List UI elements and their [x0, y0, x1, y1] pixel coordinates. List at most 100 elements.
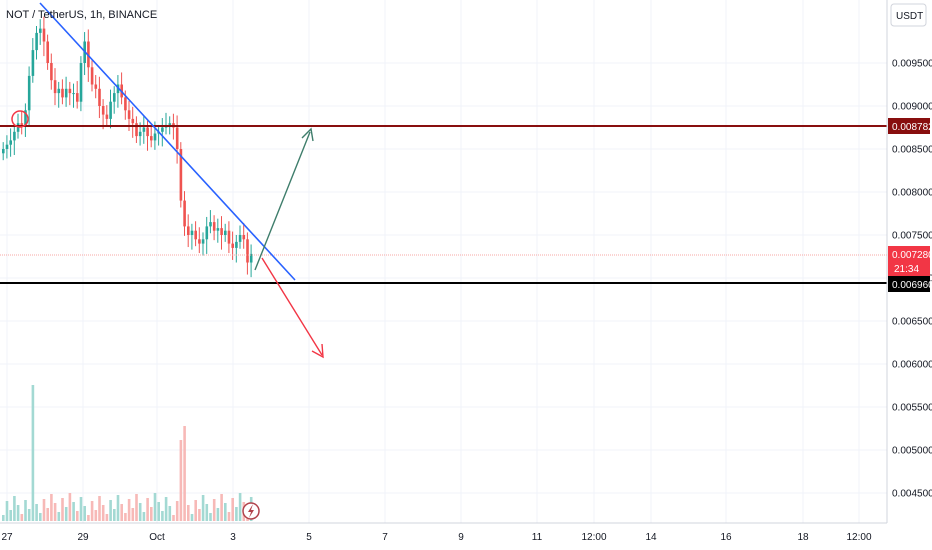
candle-body	[2, 149, 5, 154]
svg-text:21:34: 21:34	[894, 264, 919, 275]
y-tick-label: 0.005000	[892, 446, 932, 457]
volume-bar	[98, 496, 101, 521]
candle-body	[242, 235, 246, 240]
candle-body	[61, 88, 64, 98]
volume-bar	[83, 506, 86, 521]
candle-body	[131, 118, 135, 124]
candle-body	[150, 136, 153, 141]
candle-body	[98, 88, 101, 106]
x-tick-label: 29	[77, 532, 89, 543]
volume-bar	[172, 515, 175, 521]
candle-body	[113, 93, 116, 102]
volume-bar	[150, 507, 153, 521]
volume-bar	[94, 510, 98, 521]
candle-body	[27, 75, 31, 111]
bearish-arrow[interactable]	[261, 257, 324, 359]
lightning-icon[interactable]	[242, 502, 260, 520]
candle-body	[249, 253, 253, 263]
descending-trendline[interactable]	[39, 2, 296, 281]
x-tick-label: 12:00	[581, 532, 606, 543]
volume-bar	[179, 440, 183, 521]
breakout-circle-marker[interactable]	[11, 110, 29, 128]
time-axis[interactable]: 27 29 Oct 3 5 7 9 11 12:00 14 16 18 12:00	[0, 522, 887, 543]
volume-bar	[39, 513, 42, 521]
volume-bar	[235, 507, 238, 521]
volume-bar	[131, 508, 135, 521]
volume-bar	[153, 493, 157, 521]
candle-body	[46, 41, 49, 63]
volume-bar	[231, 498, 234, 521]
candle-body	[194, 230, 197, 240]
candle-body	[79, 63, 83, 102]
candle-body	[35, 32, 38, 51]
x-tick-label: 9	[458, 532, 464, 543]
volume-bar	[187, 505, 190, 521]
volume-bar	[76, 511, 79, 521]
volume-bar	[224, 503, 227, 521]
volume-bar	[127, 499, 131, 521]
volume-bar	[87, 515, 90, 521]
volume-bar	[205, 504, 209, 521]
volume-bar	[124, 513, 127, 521]
x-tick-label: 12:00	[846, 532, 871, 543]
candle-body	[142, 127, 146, 132]
candle-body	[235, 241, 238, 248]
x-tick-label: 14	[645, 532, 657, 543]
candle-body	[94, 84, 98, 89]
x-tick-label: 5	[306, 532, 312, 543]
candle-body	[24, 110, 27, 125]
volume-bar	[220, 494, 223, 521]
volume-bar	[212, 499, 216, 521]
candle-body	[201, 239, 205, 244]
volume-bar	[42, 499, 46, 521]
volume-bar	[64, 507, 68, 521]
candle-body	[183, 200, 186, 227]
volume-bar	[5, 501, 9, 521]
candle-body	[238, 235, 242, 242]
volume-bar	[57, 512, 61, 521]
candle-body	[50, 63, 53, 81]
candle-body	[76, 93, 79, 102]
y-tick-label: 0.009500	[892, 59, 932, 70]
volume-bar	[168, 506, 172, 521]
volume-bar	[90, 501, 94, 521]
bullish-arrow[interactable]	[254, 127, 314, 271]
volume-bar	[113, 509, 116, 521]
volume-bar	[142, 512, 146, 521]
volume-bar	[68, 493, 72, 521]
candle-body	[127, 110, 131, 119]
candle-body	[138, 131, 142, 137]
volume-bar	[9, 510, 12, 521]
volume-bar	[190, 514, 194, 521]
volume-bar	[238, 493, 242, 521]
volume-bar	[72, 502, 75, 521]
y-tick-label: 0.008000	[892, 188, 932, 199]
y-tick-label: 0.007500	[892, 231, 932, 242]
volume-bar	[31, 385, 35, 521]
candle-body	[109, 101, 112, 119]
svg-text:0.008782: 0.008782	[892, 122, 932, 133]
volume-bar	[175, 501, 179, 521]
resistance-price-tag: 0.008782	[888, 118, 932, 134]
currency-button[interactable]: USDT	[890, 3, 927, 27]
candle-body	[205, 226, 209, 240]
candle-body	[39, 28, 42, 33]
candle-body	[146, 127, 149, 137]
candle-body	[68, 88, 72, 94]
volume-bar	[101, 505, 105, 521]
candle-body	[64, 88, 68, 98]
candle-body	[161, 127, 164, 132]
candle-body	[246, 239, 249, 263]
candle-body	[224, 230, 227, 235]
volume-bar	[120, 504, 123, 521]
candle-body	[72, 93, 75, 95]
y-tick-label: 0.006500	[892, 317, 932, 328]
candle-body	[168, 123, 172, 125]
x-tick-label: Oct	[149, 532, 165, 543]
x-tick-label: 18	[797, 532, 809, 543]
volume-bar	[13, 496, 16, 521]
volume-bars	[2, 385, 253, 521]
volume-bar	[20, 514, 24, 521]
volume-bar	[198, 509, 201, 521]
